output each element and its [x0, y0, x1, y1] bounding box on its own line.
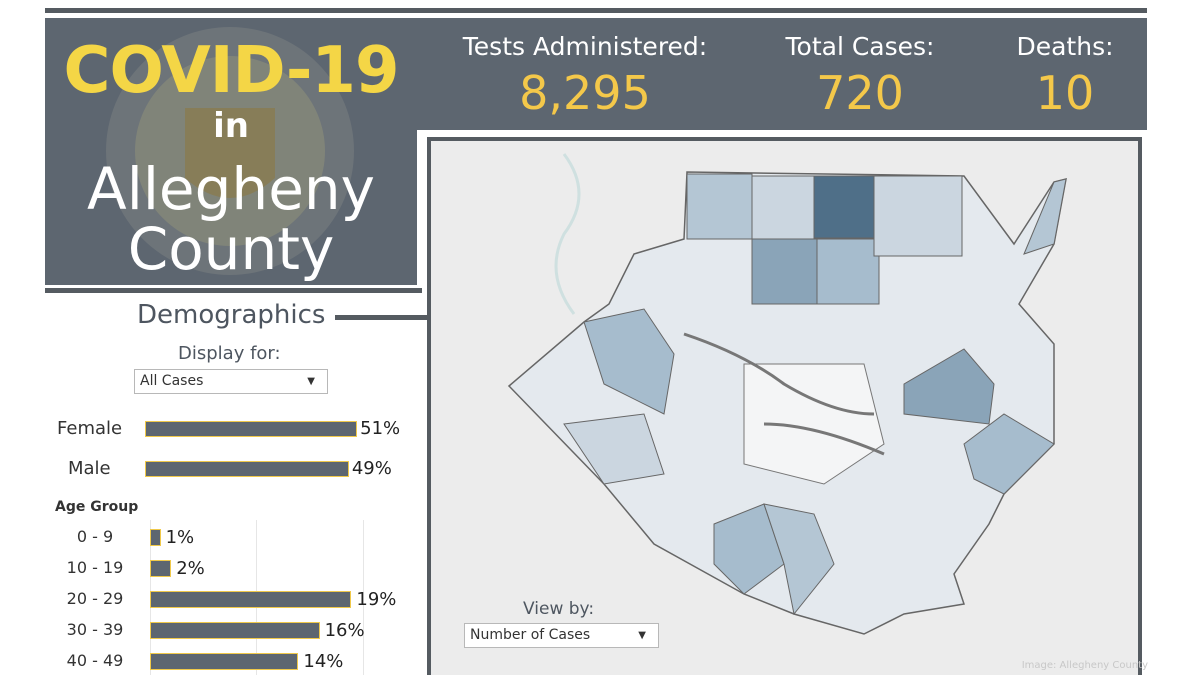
- dropdown-arrow-icon: ▼: [307, 376, 315, 387]
- age-bar: [150, 529, 161, 546]
- gender-label: Male: [68, 458, 111, 479]
- age-value: 1%: [165, 527, 195, 548]
- region: [751, 175, 815, 240]
- region: [813, 175, 875, 239]
- gender-label: Female: [57, 418, 123, 439]
- region: [763, 503, 835, 616]
- display-for-label: Display for:: [178, 343, 281, 364]
- region: [713, 503, 785, 595]
- choropleth-map[interactable]: [431, 141, 1142, 675]
- age-label: 0 - 9: [76, 527, 114, 546]
- demographics-divider: [335, 315, 427, 320]
- title-county: County: [127, 215, 335, 283]
- cases-value: 720: [816, 66, 904, 120]
- age-value: 16%: [324, 620, 365, 641]
- region: [743, 363, 885, 485]
- tests-value: 8,295: [519, 66, 651, 120]
- gender-bar: [145, 461, 349, 477]
- age-bar: [150, 622, 320, 639]
- county-map[interactable]: View by: Number of Cases ▼: [427, 137, 1142, 675]
- view-by-value: Number of Cases: [470, 627, 591, 643]
- age-bar: [150, 560, 172, 577]
- view-by-label: View by:: [523, 599, 595, 619]
- age-label: 10 - 19: [66, 558, 124, 577]
- title-in: in: [213, 106, 249, 146]
- title-panel: COVID-19 in Allegheny County: [45, 18, 417, 285]
- deaths-label: Deaths:: [1016, 32, 1114, 61]
- gender-bar: [145, 421, 358, 437]
- title-allegheny: Allegheny: [87, 155, 375, 223]
- region: [873, 175, 963, 257]
- cases-label: Total Cases:: [785, 32, 935, 61]
- top-divider: [45, 8, 1147, 13]
- region: [686, 173, 753, 240]
- age-label: 20 - 29: [66, 589, 124, 608]
- deaths-value: 10: [1035, 66, 1095, 120]
- divider: [45, 288, 425, 293]
- gender-value: 49%: [351, 458, 392, 479]
- age-bar: [150, 591, 352, 608]
- title-covid: COVID-19: [63, 34, 400, 108]
- gridline: [363, 520, 364, 675]
- region: [963, 413, 1055, 495]
- display-for-value: All Cases: [140, 373, 204, 389]
- age-value: 19%: [356, 589, 397, 610]
- gender-value: 51%: [360, 418, 401, 439]
- age-value: 14%: [303, 651, 344, 672]
- region: [563, 413, 665, 485]
- age-label: 30 - 39: [66, 620, 124, 639]
- region: [751, 238, 818, 305]
- region: [903, 348, 995, 425]
- region: [816, 238, 880, 305]
- age-bar: [150, 653, 299, 670]
- region: [583, 308, 675, 415]
- dropdown-arrow-icon: ▼: [638, 630, 646, 641]
- view-by-dropdown[interactable]: Number of Cases ▼: [464, 623, 659, 648]
- tests-label: Tests Administered:: [462, 32, 708, 61]
- age-label: 40 - 49: [66, 651, 124, 670]
- demographics-title: Demographics: [137, 300, 326, 330]
- image-credit: Image: Allegheny County: [1021, 660, 1148, 671]
- display-for-dropdown[interactable]: All Cases ▼: [134, 369, 328, 394]
- age-value: 2%: [176, 558, 205, 579]
- county-seal-logo: [106, 27, 354, 275]
- age-group-title: Age Group: [55, 499, 139, 515]
